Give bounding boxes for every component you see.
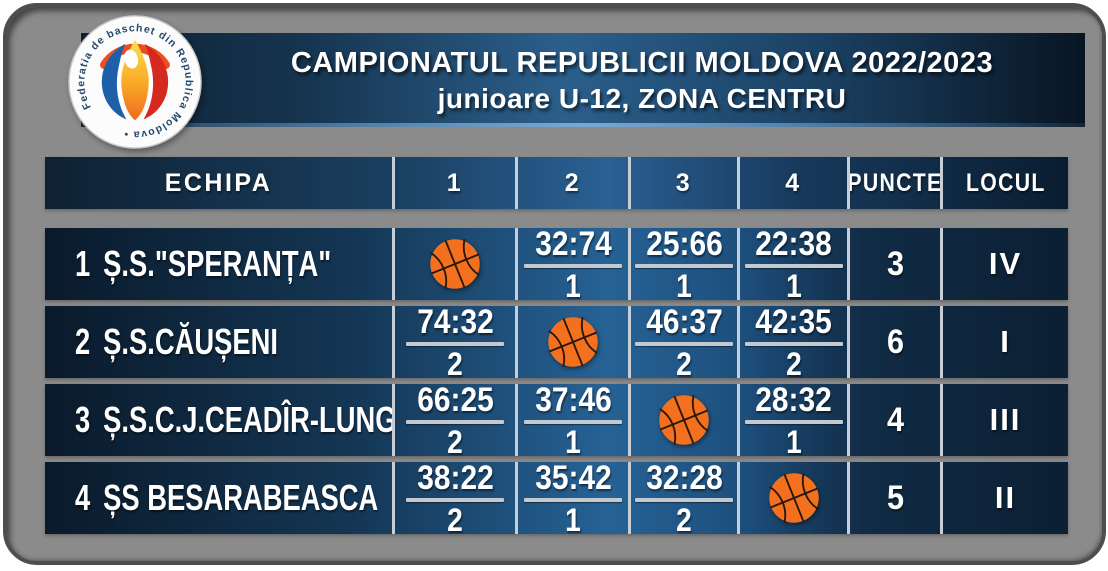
score-divider — [524, 419, 622, 424]
basketball-icon — [548, 317, 598, 367]
puncte-cell: 5 — [847, 462, 940, 534]
table-row: 1 Ș.S."SPERANȚA" 32:74 1 25:66 1 22:38 1 3 I… — [45, 228, 1068, 300]
self-match-cell — [737, 462, 847, 534]
team-name: Ș.S.C.J.CEADÎR-LUNGA — [103, 399, 392, 440]
score-divider — [406, 419, 504, 424]
puncte-cell: 3 — [847, 228, 940, 300]
match-points: 1 — [676, 267, 692, 301]
column-header-locul: LOCUL — [940, 157, 1068, 209]
self-match-cell — [628, 384, 737, 456]
score-divider — [524, 263, 622, 268]
score-divider — [635, 341, 733, 346]
team-rank: 3 — [75, 399, 91, 440]
match-score: 32:28 — [645, 462, 723, 497]
score-divider — [635, 263, 733, 268]
match-points: 2 — [785, 345, 802, 379]
match-score: 28:32 — [755, 384, 832, 419]
column-header-1: 1 — [392, 157, 515, 209]
self-match-cell — [515, 306, 628, 378]
match-points: 1 — [565, 423, 581, 457]
match-points: 2 — [447, 423, 463, 457]
puncte-cell: 6 — [847, 306, 940, 378]
locul-cell: I — [940, 306, 1068, 378]
team-name: Ș.S."SPERANȚA" — [103, 243, 332, 284]
championship-title: CAMPIONATUL REPUBLICII MOLDOVA 2022/2023 — [290, 47, 994, 79]
match-cell: 74:32 2 — [392, 306, 515, 378]
match-cell: 38:22 2 — [392, 462, 515, 534]
basketball-icon — [768, 473, 819, 523]
title-banner: CAMPIONATUL REPUBLICII MOLDOVA 2022/2023… — [81, 33, 1085, 127]
team-cell: 1 Ș.S."SPERANȚA" — [45, 228, 392, 300]
locul-cell: III — [940, 384, 1068, 456]
self-match-cell — [392, 228, 515, 300]
match-score: 74:32 — [416, 306, 494, 341]
team-name: ȘS BESARABEASCA — [103, 477, 379, 518]
match-cell: 42:35 2 — [737, 306, 847, 378]
score-divider — [744, 263, 843, 268]
score-divider — [635, 497, 733, 502]
score-divider — [524, 497, 622, 502]
match-score: 25:66 — [645, 228, 723, 263]
standings-table: ECHIPA 1 2 3 4 PUNCTE LOCUL 1 Ș.S."SPERAN… — [45, 157, 1068, 540]
match-cell: 46:37 2 — [628, 306, 737, 378]
match-score: 38:22 — [416, 462, 494, 497]
locul-cell: II — [940, 462, 1068, 534]
match-cell: 66:25 2 — [392, 384, 515, 456]
match-points: 2 — [676, 501, 692, 535]
table-row: 2 Ș.S.CĂUȘENI 74:32 2 46:37 2 42:35 2 6 I — [45, 306, 1068, 378]
column-header-puncte: PUNCTE — [847, 157, 940, 209]
match-cell: 32:28 2 — [628, 462, 737, 534]
score-divider — [406, 341, 504, 346]
basketball-federation-logo: Federatia de baschet din Republica Moldo… — [68, 15, 202, 149]
federation-seal-icon: Federatia de baschet din Republica Moldo… — [68, 15, 202, 149]
table-row: 4 ȘS BESARABEASCA 38:22 2 35:42 1 32:28 2 5 … — [45, 462, 1068, 534]
match-cell: 35:42 1 — [515, 462, 628, 534]
column-header-4: 4 — [737, 157, 847, 209]
team-cell: 4 ȘS BESARABEASCA — [45, 462, 392, 534]
match-cell: 32:74 1 — [515, 228, 628, 300]
match-cell: 22:38 1 — [737, 228, 847, 300]
match-score: 22:38 — [755, 228, 832, 263]
table-header-row: ECHIPA 1 2 3 4 PUNCTE LOCUL — [45, 157, 1068, 209]
match-score: 42:35 — [755, 306, 832, 341]
match-points: 1 — [785, 267, 802, 301]
match-score: 35:42 — [534, 462, 612, 497]
match-points: 2 — [447, 345, 463, 379]
puncte-cell: 4 — [847, 384, 940, 456]
match-points: 1 — [565, 501, 581, 535]
match-points: 1 — [785, 423, 802, 457]
score-divider — [406, 497, 504, 502]
match-cell: 25:66 1 — [628, 228, 737, 300]
locul-cell: IV — [940, 228, 1068, 300]
column-header-2: 2 — [515, 157, 628, 209]
match-score: 66:25 — [416, 384, 494, 419]
team-rank: 1 — [75, 243, 91, 284]
score-divider — [744, 341, 843, 346]
match-points: 1 — [565, 267, 581, 301]
basketball-icon — [430, 239, 480, 289]
match-points: 2 — [447, 501, 463, 535]
team-name: Ș.S.CĂUȘENI — [103, 321, 278, 362]
championship-subtitle: junioare U-12, ZONA CENTRU — [437, 83, 847, 114]
column-header-3: 3 — [628, 157, 737, 209]
team-rank: 4 — [75, 477, 91, 518]
match-cell: 28:32 1 — [737, 384, 847, 456]
basketball-icon — [659, 395, 709, 445]
team-cell: 2 Ș.S.CĂUȘENI — [45, 306, 392, 378]
table-row: 3 Ș.S.C.J.CEADÎR-LUNGA 66:25 2 37:46 1 28:3… — [45, 384, 1068, 456]
match-score: 46:37 — [645, 306, 723, 341]
team-rank: 2 — [75, 321, 91, 362]
match-points: 2 — [676, 345, 692, 379]
score-divider — [744, 419, 843, 424]
match-score: 37:46 — [534, 384, 612, 419]
match-score: 32:74 — [534, 228, 612, 263]
match-cell: 37:46 1 — [515, 384, 628, 456]
team-cell: 3 Ș.S.C.J.CEADÎR-LUNGA — [45, 384, 392, 456]
column-header-echipa: ECHIPA — [164, 168, 273, 197]
